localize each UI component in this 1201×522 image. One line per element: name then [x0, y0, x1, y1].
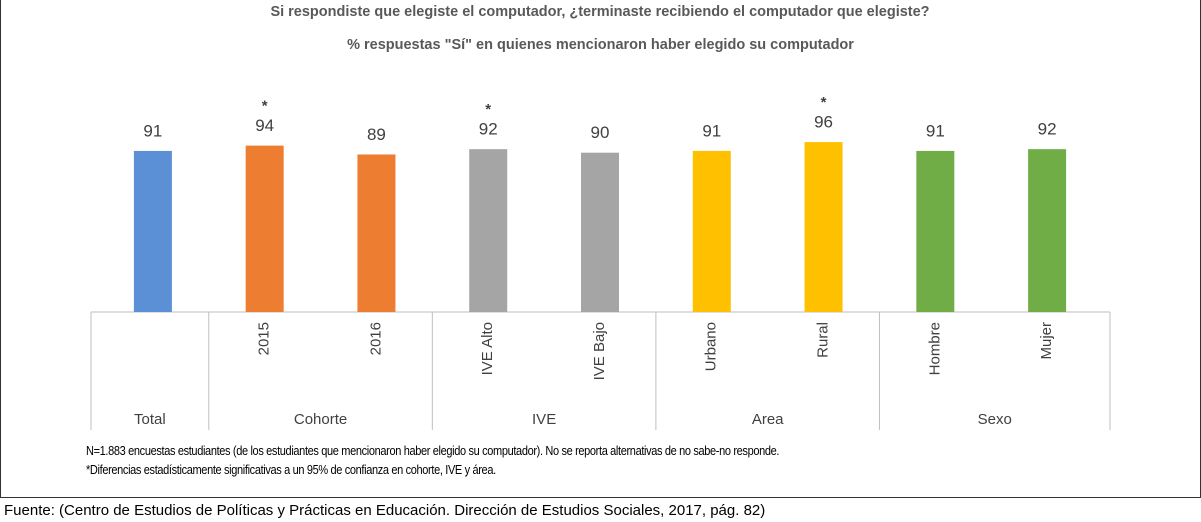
x-tick-label: 2016: [367, 322, 384, 355]
value-label: 94: [255, 116, 274, 135]
group-label: Total: [134, 411, 166, 428]
value-label: 96: [814, 113, 833, 132]
bar: [469, 149, 508, 312]
value-label: 91: [143, 121, 162, 140]
note: *Diferencias estadísticamente significat…: [86, 463, 496, 477]
x-tick-label: Hombre: [926, 322, 943, 375]
group-label: Sexo: [978, 411, 1012, 428]
x-tick-label: Rural: [815, 322, 832, 358]
bar: [804, 142, 843, 312]
value-label: 90: [591, 123, 610, 142]
chart-title: Si respondiste que elegiste el computado…: [270, 4, 930, 20]
value-label: 91: [926, 121, 945, 140]
group-label: IVE: [532, 411, 556, 428]
significance-mark: *: [262, 98, 268, 115]
bar: [1028, 149, 1067, 312]
bar: [357, 154, 396, 312]
bar: [133, 150, 172, 312]
x-tick-label: IVE Bajo: [591, 322, 608, 380]
bar: [692, 150, 731, 312]
bar: [916, 150, 955, 312]
significance-mark: *: [821, 94, 827, 111]
x-tick-label: Mujer: [1038, 322, 1055, 360]
bar: [581, 152, 619, 312]
chart-subtitle: % respuestas "Sí" en quienes mencionaron…: [347, 37, 854, 53]
bar: [245, 145, 284, 312]
value-label: 92: [479, 120, 498, 139]
note: N=1.883 encuestas estudiantes (de los es…: [86, 444, 780, 458]
value-label: 92: [1038, 120, 1057, 139]
group-label: Area: [752, 411, 784, 428]
group-label: Cohorte: [294, 411, 347, 428]
value-label: 91: [702, 121, 721, 140]
x-tick-label: IVE Alto: [479, 322, 496, 375]
source: Fuente: (Centro de Estudios de Políticas…: [4, 502, 766, 519]
x-tick-label: Urbano: [703, 322, 720, 371]
x-tick-label: 2015: [256, 322, 273, 355]
value-label: 89: [367, 125, 386, 144]
significance-mark: *: [485, 101, 491, 118]
